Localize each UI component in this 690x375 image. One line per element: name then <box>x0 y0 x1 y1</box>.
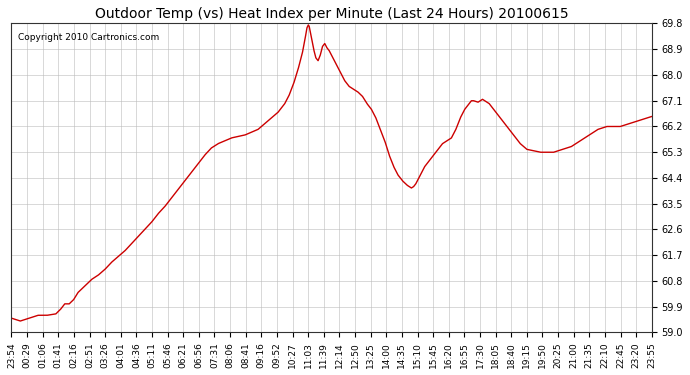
Title: Outdoor Temp (vs) Heat Index per Minute (Last 24 Hours) 20100615: Outdoor Temp (vs) Heat Index per Minute … <box>95 7 569 21</box>
Text: Copyright 2010 Cartronics.com: Copyright 2010 Cartronics.com <box>18 33 159 42</box>
